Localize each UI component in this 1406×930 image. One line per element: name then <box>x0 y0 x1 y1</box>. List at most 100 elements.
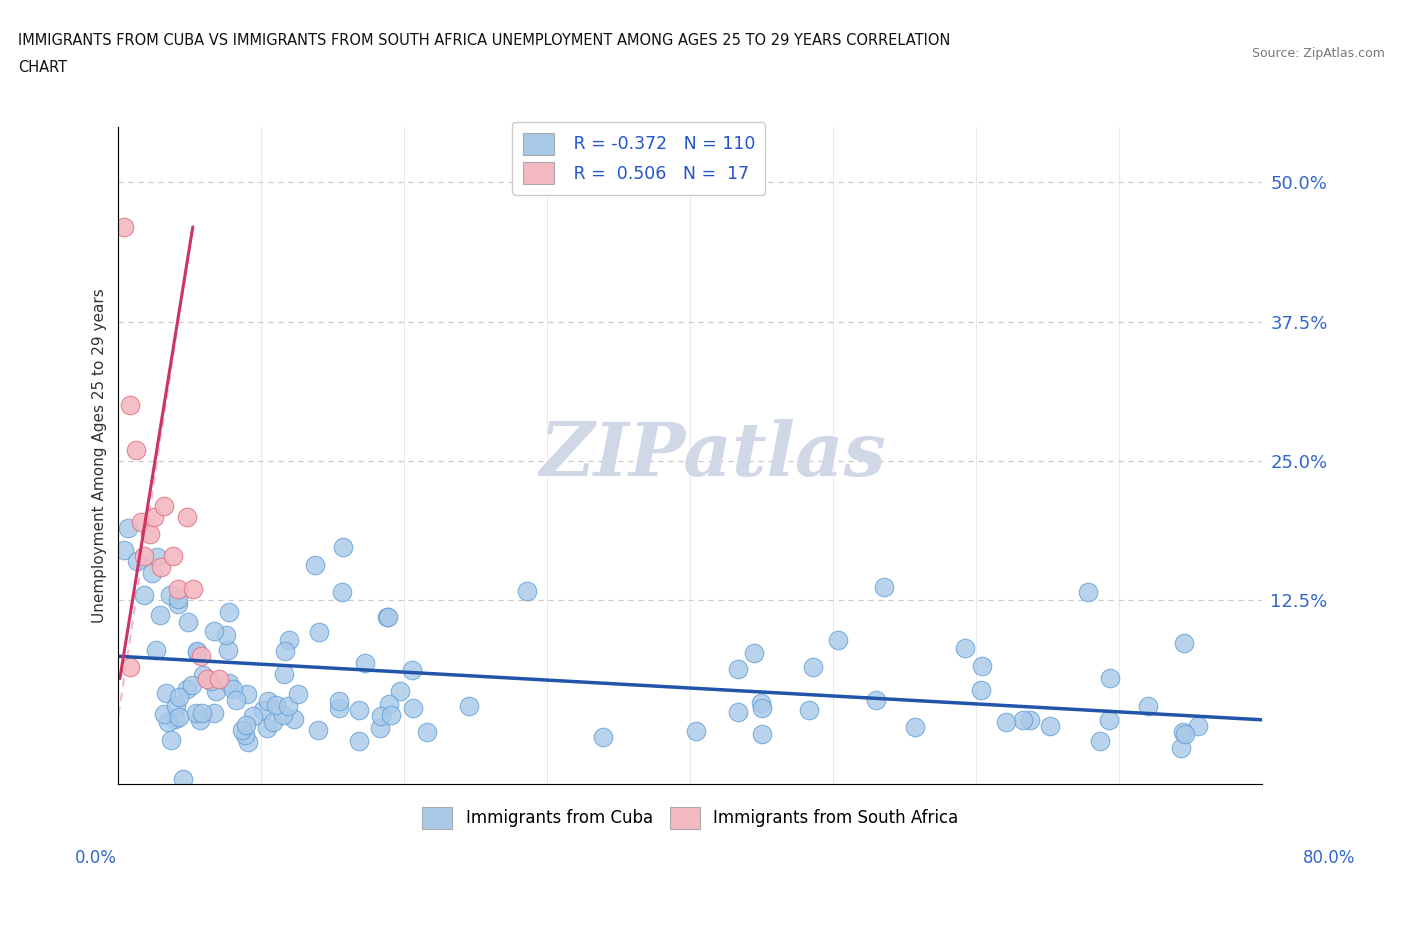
Point <box>117 521 139 536</box>
Point <box>330 584 353 599</box>
Point <box>167 592 190 607</box>
Point <box>176 510 198 525</box>
Text: IMMIGRANTS FROM CUBA VS IMMIGRANTS FROM SOUTH AFRICA UNEMPLOYMENT AMONG AGES 25 : IMMIGRANTS FROM CUBA VS IMMIGRANTS FROM … <box>18 33 950 47</box>
Point <box>751 700 773 715</box>
Point <box>225 692 247 707</box>
Point <box>1019 712 1042 727</box>
Point <box>162 549 184 564</box>
Point <box>416 724 439 739</box>
Point <box>328 694 350 709</box>
Point <box>139 526 162 541</box>
Point <box>354 656 377 671</box>
Point <box>191 706 214 721</box>
Point <box>1137 698 1160 713</box>
Point <box>377 610 399 625</box>
Point <box>141 565 163 580</box>
Point <box>159 733 181 748</box>
Point <box>727 705 749 720</box>
Point <box>157 714 180 729</box>
Point <box>308 624 330 639</box>
Point <box>801 659 824 674</box>
Point <box>191 668 214 683</box>
Point <box>184 706 207 721</box>
Point <box>150 560 173 575</box>
Point <box>349 702 371 717</box>
Point <box>155 685 177 700</box>
Point <box>145 549 167 564</box>
Point <box>188 712 211 727</box>
Point <box>865 693 887 708</box>
Point <box>118 660 141 675</box>
Point <box>205 684 228 698</box>
Point <box>994 714 1017 729</box>
Point <box>904 720 927 735</box>
Point <box>153 498 176 513</box>
Point <box>304 558 326 573</box>
Point <box>1077 584 1099 599</box>
Point <box>186 645 208 660</box>
Point <box>273 667 295 682</box>
Point <box>1173 636 1195 651</box>
Point <box>727 662 749 677</box>
Point <box>112 543 135 558</box>
Point <box>401 663 423 678</box>
Point <box>592 730 614 745</box>
Point <box>368 721 391 736</box>
Point <box>145 643 167 658</box>
Point <box>207 671 229 686</box>
Point <box>252 703 274 718</box>
Point <box>797 703 820 718</box>
Point <box>218 675 240 690</box>
Point <box>153 707 176 722</box>
Point <box>277 633 299 648</box>
Point <box>181 582 204 597</box>
Point <box>283 712 305 727</box>
Text: Source: ZipAtlas.com: Source: ZipAtlas.com <box>1251 46 1385 60</box>
Text: ZIPatlas: ZIPatlas <box>540 419 887 492</box>
Point <box>195 671 218 686</box>
Point <box>143 510 166 525</box>
Point <box>328 701 350 716</box>
Point <box>190 649 212 664</box>
Point <box>1099 671 1122 685</box>
Point <box>172 772 194 787</box>
Point <box>1187 718 1209 733</box>
Point <box>149 608 172 623</box>
Point <box>256 720 278 735</box>
Point <box>217 643 239 658</box>
Point <box>516 584 538 599</box>
Point <box>134 588 156 603</box>
Point <box>389 684 412 698</box>
Point <box>277 698 299 713</box>
Point <box>242 709 264 724</box>
Point <box>163 711 186 726</box>
Point <box>685 724 707 738</box>
Point <box>1098 712 1121 727</box>
Point <box>264 698 287 712</box>
Point <box>186 644 208 658</box>
Point <box>953 641 976 656</box>
Point <box>1090 734 1112 749</box>
Point <box>218 604 240 619</box>
Point <box>233 727 256 742</box>
Text: 0.0%: 0.0% <box>75 849 117 868</box>
Point <box>131 515 153 530</box>
Point <box>380 708 402 723</box>
Point <box>742 645 765 660</box>
Point <box>124 443 146 458</box>
Point <box>1039 719 1062 734</box>
Point <box>176 682 198 697</box>
Point <box>307 722 329 737</box>
Point <box>167 689 190 704</box>
Point <box>1170 741 1192 756</box>
Point <box>159 588 181 603</box>
Point <box>1174 726 1197 741</box>
Point <box>402 700 425 715</box>
Point <box>118 398 141 413</box>
Point <box>222 682 245 697</box>
Point <box>235 686 257 701</box>
Point <box>166 597 188 612</box>
Point <box>167 710 190 724</box>
Point <box>375 609 398 624</box>
Text: CHART: CHART <box>18 60 67 75</box>
